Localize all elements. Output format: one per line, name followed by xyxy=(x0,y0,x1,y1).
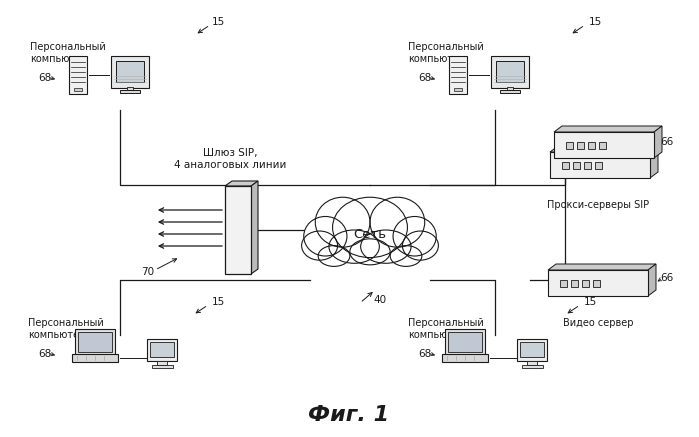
Bar xyxy=(593,280,600,287)
Ellipse shape xyxy=(318,246,350,267)
Bar xyxy=(152,365,173,368)
Text: 66: 66 xyxy=(660,273,673,283)
Bar xyxy=(120,90,140,94)
Bar xyxy=(500,90,520,94)
Ellipse shape xyxy=(370,197,425,247)
Ellipse shape xyxy=(315,197,370,247)
Polygon shape xyxy=(225,181,258,186)
Bar xyxy=(74,88,82,91)
Text: Персональный
компьютер: Персональный компьютер xyxy=(30,42,106,64)
FancyBboxPatch shape xyxy=(442,354,489,362)
Bar xyxy=(517,339,547,361)
Ellipse shape xyxy=(403,231,438,260)
Bar xyxy=(588,142,595,149)
Text: Фиг. 1: Фиг. 1 xyxy=(308,405,389,425)
Text: 68: 68 xyxy=(418,73,431,83)
Bar xyxy=(507,87,513,90)
Polygon shape xyxy=(251,181,258,274)
Bar xyxy=(75,329,115,354)
Ellipse shape xyxy=(329,230,380,263)
Bar xyxy=(599,142,606,149)
Bar xyxy=(566,142,573,149)
Text: 68: 68 xyxy=(38,73,51,83)
Text: 15: 15 xyxy=(589,17,602,27)
Bar xyxy=(527,361,538,365)
Bar xyxy=(448,332,482,351)
Bar xyxy=(521,365,542,368)
Text: Персональный
компьютер: Персональный компьютер xyxy=(408,42,484,64)
Ellipse shape xyxy=(301,231,338,260)
Bar xyxy=(225,186,251,274)
Polygon shape xyxy=(654,126,662,158)
Polygon shape xyxy=(550,146,658,152)
Ellipse shape xyxy=(393,216,436,256)
Ellipse shape xyxy=(333,197,408,257)
Bar xyxy=(69,56,87,94)
Text: 66: 66 xyxy=(660,137,673,147)
FancyBboxPatch shape xyxy=(491,56,529,88)
Text: 15: 15 xyxy=(211,297,224,307)
Text: Видео сервер: Видео сервер xyxy=(563,318,633,328)
Text: 15: 15 xyxy=(211,17,224,27)
Bar xyxy=(571,280,578,287)
Ellipse shape xyxy=(304,216,347,256)
Bar xyxy=(127,87,134,90)
Bar xyxy=(595,162,602,169)
Text: 40: 40 xyxy=(373,295,387,305)
Text: Сеть: Сеть xyxy=(354,229,387,242)
Ellipse shape xyxy=(350,239,390,265)
Bar xyxy=(584,162,591,169)
Bar xyxy=(116,61,144,82)
Bar xyxy=(150,342,174,357)
Bar xyxy=(577,142,584,149)
Bar xyxy=(562,162,569,169)
FancyBboxPatch shape xyxy=(111,56,149,88)
Text: 70: 70 xyxy=(141,267,154,277)
Polygon shape xyxy=(650,146,658,178)
Text: Прокси-серверы SIP: Прокси-серверы SIP xyxy=(547,200,649,210)
Text: 15: 15 xyxy=(584,297,597,307)
Ellipse shape xyxy=(390,246,421,267)
Bar xyxy=(449,56,468,94)
Text: Персональный
компьютер: Персональный компьютер xyxy=(408,318,484,340)
Bar xyxy=(550,152,650,178)
Bar xyxy=(582,280,589,287)
Bar xyxy=(78,332,112,351)
Polygon shape xyxy=(648,264,656,296)
Text: Шлюз SIP,
4 аналоговых линии: Шлюз SIP, 4 аналоговых линии xyxy=(174,148,286,170)
Bar xyxy=(573,162,580,169)
Bar xyxy=(554,132,654,158)
Bar xyxy=(454,88,462,91)
Bar xyxy=(147,339,177,361)
Polygon shape xyxy=(548,264,656,270)
Bar xyxy=(520,342,544,357)
Bar xyxy=(548,270,648,296)
Ellipse shape xyxy=(361,230,411,263)
Polygon shape xyxy=(554,126,662,132)
Text: Персональный
компьютер: Персональный компьютер xyxy=(28,318,103,340)
Text: 68: 68 xyxy=(38,349,51,359)
Bar xyxy=(445,329,485,354)
Text: 68: 68 xyxy=(418,349,431,359)
Bar xyxy=(560,280,567,287)
Bar xyxy=(496,61,524,82)
Bar xyxy=(157,361,167,365)
FancyBboxPatch shape xyxy=(71,354,118,362)
